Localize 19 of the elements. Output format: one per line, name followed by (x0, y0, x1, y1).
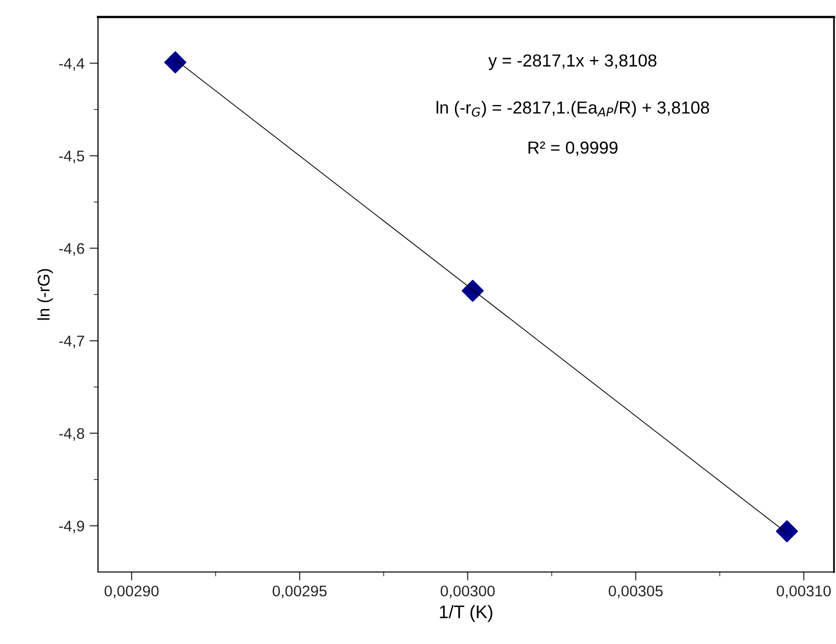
y-tick-label: -4,4 (59, 58, 84, 71)
y-tick-label: -4,5 (59, 150, 84, 164)
x-tick-label: 0,00310 (776, 586, 831, 598)
point (776, 520, 798, 542)
annotation: R² = 0,9999 (528, 141, 618, 156)
x-tick-label: 0,00290 (104, 586, 159, 598)
y-axis-title: ln (-rG) (37, 269, 53, 320)
y-tick-label: -4,7 (59, 336, 84, 348)
point (164, 51, 186, 74)
x-tick-label: 0,00295 (272, 586, 327, 598)
x-tick-label: 0,00300 (440, 586, 495, 598)
y-tick-label: -4,6 (59, 243, 84, 256)
point (462, 280, 484, 302)
x-tick-label: 0,00305 (608, 586, 663, 598)
annotation: ln (-r$_{G}$) = -2817,1.(Ea$_{AP}$/R) + 3,8108 (436, 100, 710, 118)
annotation: y = -2817,1x + 3,8108 (488, 54, 656, 70)
x-axis-title: 1/T (K) (440, 604, 492, 622)
y-tick-label: -4,8 (59, 428, 84, 441)
y-tick-label: -4,9 (59, 520, 84, 534)
